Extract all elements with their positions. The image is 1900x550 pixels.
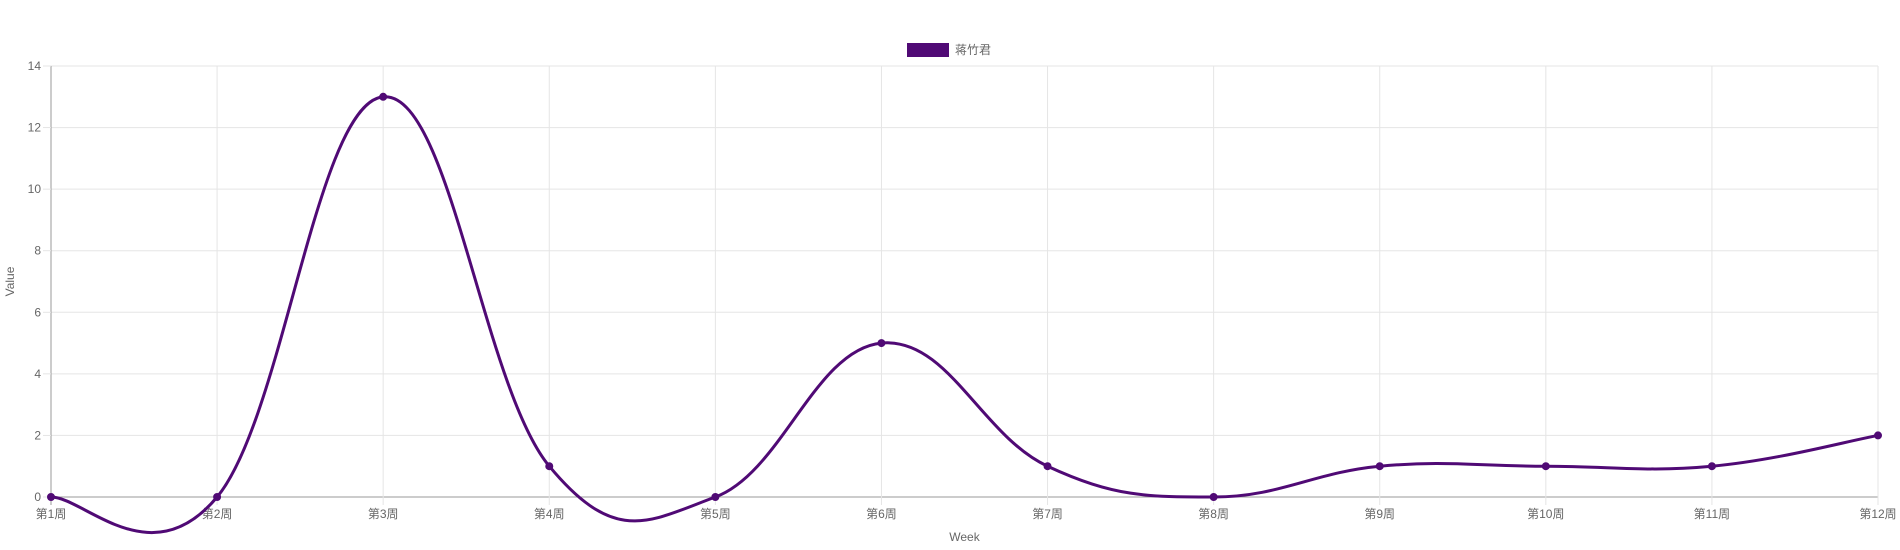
y-tick-label: 8 [34,244,41,258]
data-point[interactable] [1541,462,1550,471]
y-tick-label: 2 [34,428,41,442]
series-layer [47,92,1882,534]
data-point[interactable] [1707,462,1716,471]
x-tick-label: 第4周 [534,507,565,521]
x-tick-label: 第1周 [36,507,67,521]
data-point[interactable] [47,493,55,501]
legend: 蒋竹君 [907,43,991,57]
y-tick-label: 10 [28,182,42,196]
x-tick-label: 第10周 [1527,507,1564,521]
series-line [49,95,1880,534]
grid-lines [50,65,1879,505]
x-tick-label: 第2周 [202,507,233,521]
x-axis-title: Week [949,530,980,544]
y-tick-label: 14 [28,59,42,73]
x-tick-label: 第3周 [368,507,399,521]
y-tick-label: 6 [34,305,41,319]
x-tick-label: 第9周 [1364,507,1395,521]
y-tick-label: 0 [34,490,41,504]
data-point[interactable] [1375,462,1384,471]
x-tick-label: 第6周 [866,507,897,521]
axes: 0 2 4 6 8 10 12 14 第1周 第2周 第3周 第4周 第5周 第6周 第7周 第8周 第9周 第1… [28,59,1897,521]
data-point[interactable] [711,493,720,501]
y-tick-label: 12 [28,121,42,135]
legend-swatch[interactable] [907,43,949,57]
x-tick-label: 第11周 [1694,507,1730,521]
x-tick-label: 第12周 [1859,507,1896,521]
data-point[interactable] [877,339,886,348]
data-point[interactable] [379,92,388,101]
x-tick-label: 第8周 [1198,507,1229,521]
x-tick-label: 第7周 [1032,507,1063,521]
x-tick-label: 第5周 [700,507,731,521]
y-axis-title: Value [3,266,17,296]
data-point[interactable] [1209,493,1218,501]
legend-label[interactable]: 蒋竹君 [955,43,991,57]
data-point[interactable] [545,462,554,471]
data-point[interactable] [1874,431,1882,440]
data-point[interactable] [213,493,222,501]
data-point[interactable] [1043,462,1052,471]
y-tick-label: 4 [34,367,41,381]
